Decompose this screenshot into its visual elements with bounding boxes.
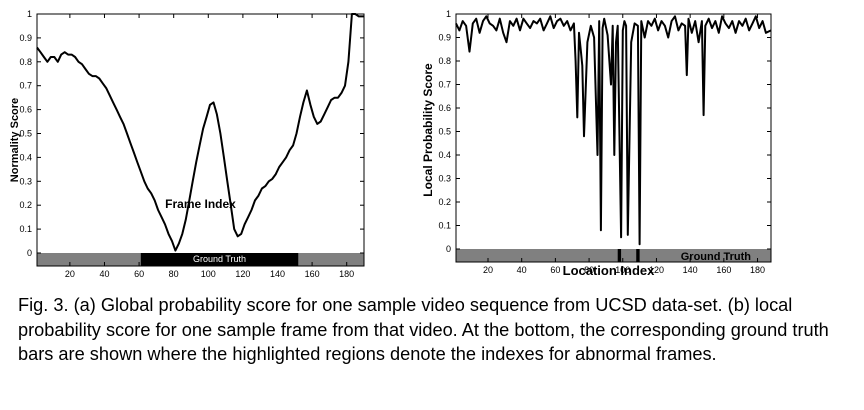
chart1-x-tick-label: 40	[99, 269, 109, 279]
chart1-x-tick-label: 160	[305, 269, 320, 279]
chart1-series-line	[36, 13, 364, 252]
chart2-y-tick-label: 0	[446, 244, 451, 254]
chart2-y-tick-label: 0.6	[438, 103, 451, 113]
chart1-y-tick-label: 0	[27, 248, 32, 258]
chart2-y-tick-label: 0.2	[438, 197, 451, 207]
chart1-x-tick-label: 140	[270, 269, 285, 279]
chart2-x-tick-label: 140	[683, 265, 698, 275]
chart2-x-tick-label: 180	[750, 265, 765, 275]
chart2-x-tick-label: 100	[615, 265, 630, 275]
chart2-axes-box	[455, 13, 772, 263]
chart1-y-tick-label: 0.5	[19, 129, 32, 139]
chart1-y-axis-label: Normality Score	[9, 98, 21, 182]
chart1-y-tick-label: 0.3	[19, 176, 32, 186]
chart1-abnormal-range	[140, 253, 299, 266]
chart2-ground-truth-label: Ground Truth	[681, 251, 752, 263]
chart2-y-tick-label: 0.4	[438, 150, 451, 160]
chart2-y-tick-label: 0.9	[438, 33, 451, 43]
chart2-x-tick-label: 120	[649, 265, 664, 275]
chart1-x-tick-label: 180	[339, 269, 354, 279]
chart1-ground-truth-label: Ground Truth	[193, 254, 246, 264]
chart2-y-tick-label: 0.8	[438, 56, 451, 66]
chart2-ground-truth-bar	[456, 249, 771, 262]
chart1-y-tick-label: 0.9	[19, 33, 32, 43]
chart2-y-tick-label: 0.7	[438, 80, 451, 90]
chart2-y-tick-label: 0.1	[438, 221, 451, 231]
chart1-y-tick-label: 1	[27, 9, 32, 19]
chart1-x-tick-label: 100	[201, 269, 216, 279]
chart2-x-tick-label: 80	[584, 265, 594, 275]
chart1-y-tick-label: 0.2	[19, 200, 32, 210]
chart2-y-tick-label: 0.3	[438, 174, 451, 184]
chart2-y-tick-label: 1	[446, 9, 451, 19]
chart1-x-tick-label: 120	[235, 269, 250, 279]
chart1-y-tick-label: 0.8	[19, 57, 32, 67]
chart2-x-axis-label: Location Index	[563, 263, 656, 278]
chart1-x-tick-label: 60	[134, 269, 144, 279]
chart2-abnormal-range	[636, 249, 640, 262]
chart2-y-tick-label: 0.5	[438, 127, 451, 137]
chart1-y-tick-label: 0.1	[19, 224, 32, 234]
chart2-abnormal-range	[617, 249, 622, 262]
chart2-x-tick-label: 60	[550, 265, 560, 275]
chart2-y-axis-label: Local Probability Score	[421, 63, 435, 197]
chart2-x-tick-label: 40	[517, 265, 527, 275]
chart2-x-tick-label: 20	[483, 265, 493, 275]
chart1-y-tick-label: 0.4	[19, 152, 32, 162]
chart1-y-tick-label: 0.6	[19, 105, 32, 115]
chart1-axes-box	[36, 13, 365, 267]
chart1-x-tick-label: 80	[169, 269, 179, 279]
chart1-x-axis-label: Frame Index	[165, 197, 236, 211]
chart2-x-tick-label: 160	[716, 265, 731, 275]
chart1-y-tick-label: 0.7	[19, 81, 32, 91]
figure-caption: Fig. 3. (a) Global probability score for…	[18, 295, 829, 364]
chart2-series-line	[455, 15, 772, 246]
chart1-x-tick-label: 20	[65, 269, 75, 279]
